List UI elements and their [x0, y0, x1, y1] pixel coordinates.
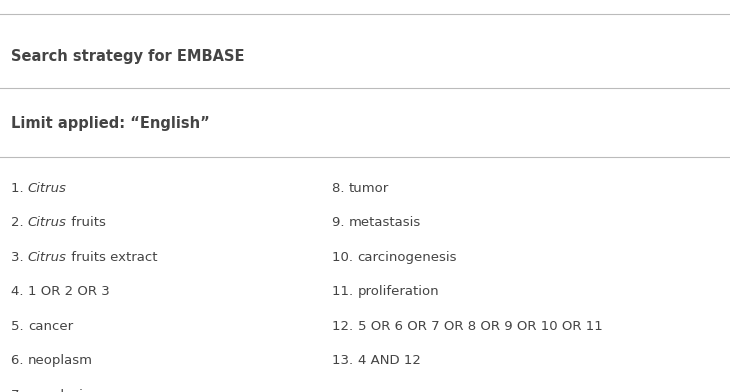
Text: 13.: 13. — [332, 354, 358, 367]
Text: 1.: 1. — [11, 181, 28, 195]
Text: 5.: 5. — [11, 319, 28, 333]
Text: 12.: 12. — [332, 319, 358, 333]
Text: fruits: fruits — [66, 216, 106, 229]
Text: 8.: 8. — [332, 181, 349, 195]
Text: 10.: 10. — [332, 250, 358, 264]
Text: 4.: 4. — [11, 285, 28, 298]
Text: 7.: 7. — [11, 388, 28, 392]
Text: cancer: cancer — [28, 319, 73, 333]
Text: fruits extract: fruits extract — [66, 250, 157, 264]
Text: 1 OR 2 OR 3: 1 OR 2 OR 3 — [28, 285, 109, 298]
Text: neoplasia: neoplasia — [28, 388, 92, 392]
Text: Citrus: Citrus — [28, 250, 66, 264]
Text: 2.: 2. — [11, 216, 28, 229]
Text: tumor: tumor — [349, 181, 389, 195]
Text: 11.: 11. — [332, 285, 358, 298]
Text: neoplasm: neoplasm — [28, 354, 93, 367]
Text: proliferation: proliferation — [358, 285, 439, 298]
Text: Citrus: Citrus — [28, 216, 66, 229]
Text: carcinogenesis: carcinogenesis — [358, 250, 457, 264]
Text: 9.: 9. — [332, 216, 349, 229]
Text: metastasis: metastasis — [349, 216, 421, 229]
Text: 4 AND 12: 4 AND 12 — [358, 354, 420, 367]
Text: Search strategy for EMBASE: Search strategy for EMBASE — [11, 49, 245, 64]
Text: Citrus: Citrus — [28, 181, 66, 195]
Text: 3.: 3. — [11, 250, 28, 264]
Text: 6.: 6. — [11, 354, 28, 367]
Text: 5 OR 6 OR 7 OR 8 OR 9 OR 10 OR 11: 5 OR 6 OR 7 OR 8 OR 9 OR 10 OR 11 — [358, 319, 602, 333]
Text: Limit applied: “English”: Limit applied: “English” — [11, 116, 210, 131]
